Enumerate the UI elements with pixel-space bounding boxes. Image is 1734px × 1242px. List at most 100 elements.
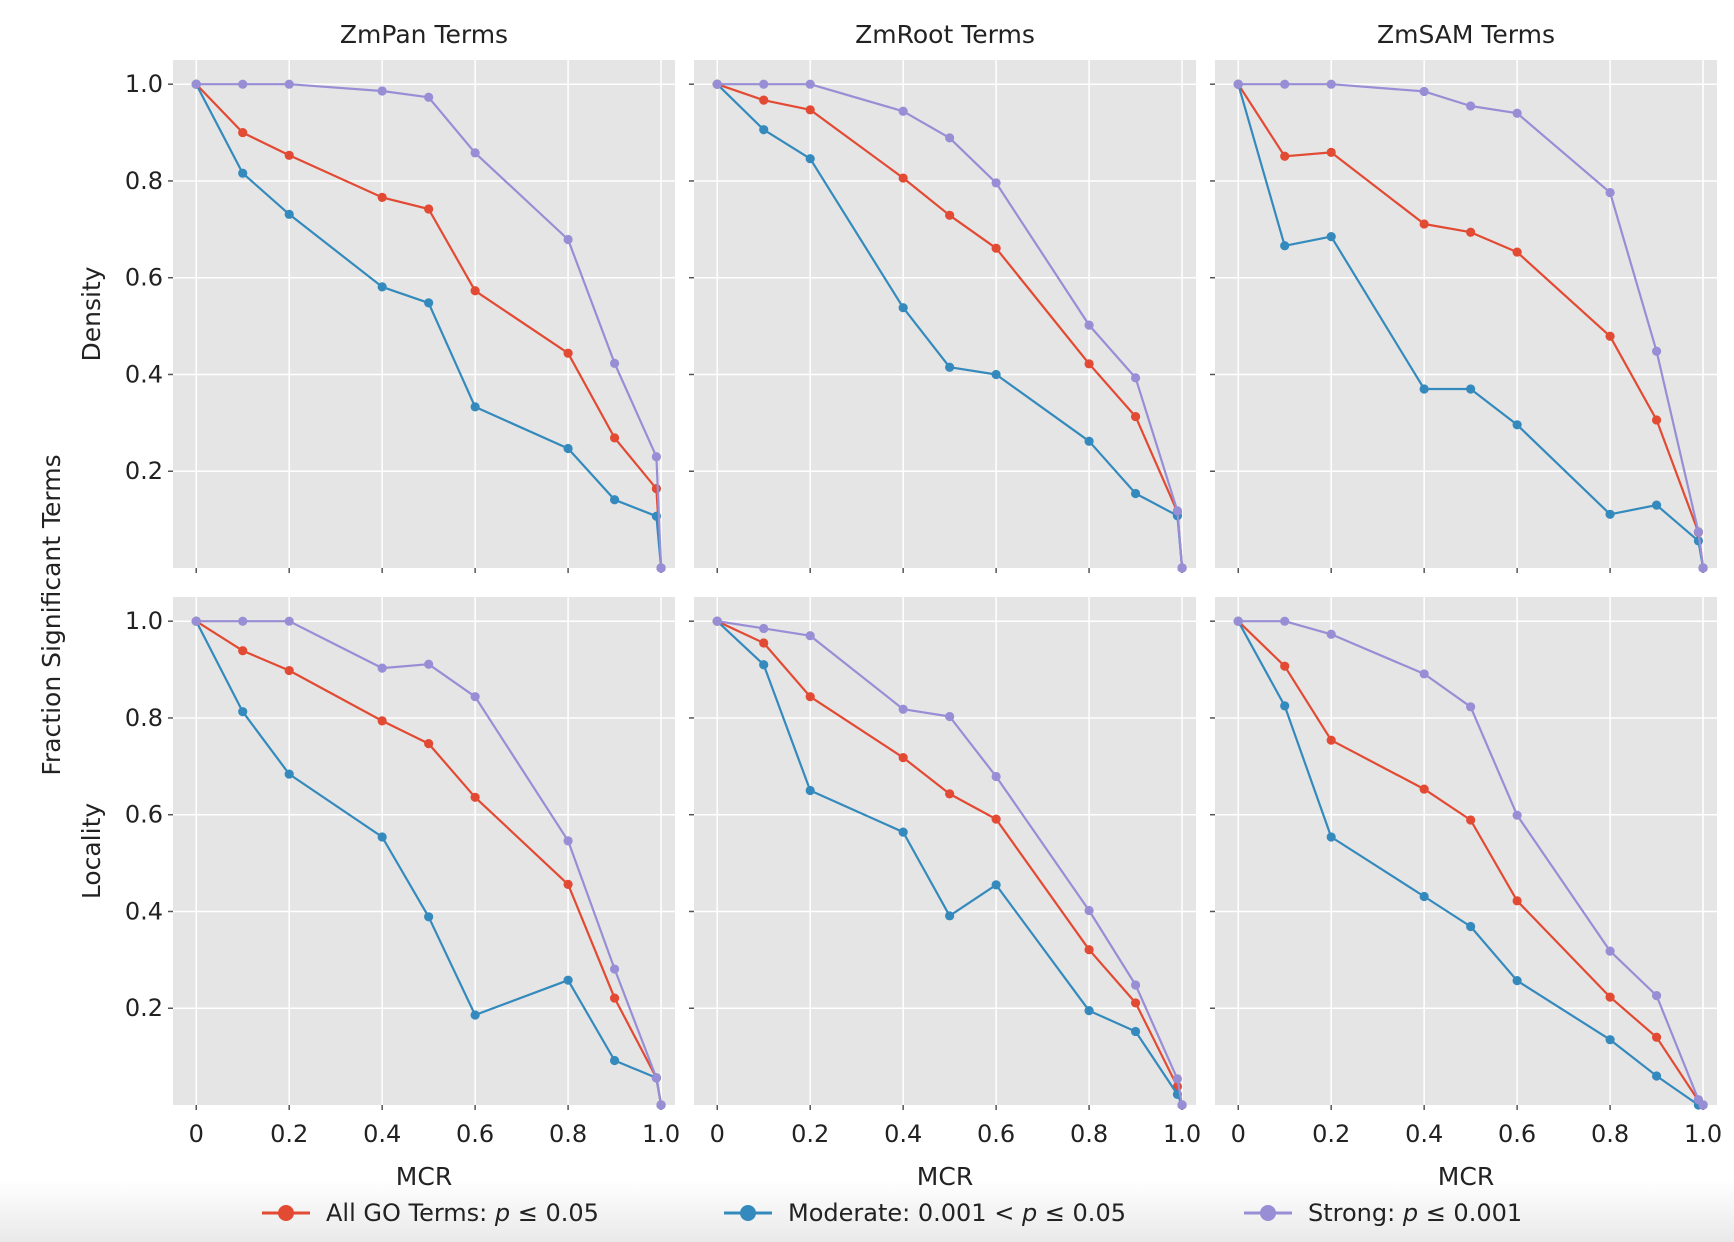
series-strong	[191, 79, 666, 573]
data-point-strong	[1233, 616, 1243, 626]
data-point-moderate	[563, 975, 573, 985]
data-point-strong	[377, 663, 387, 673]
y-tick-label: 0.6	[125, 801, 163, 829]
legend-item-all: All GO Terms: p ≤ 0.05	[262, 1199, 599, 1227]
data-point-strong	[1651, 991, 1662, 1001]
data-point-all	[470, 792, 480, 802]
data-point-all	[1651, 415, 1662, 425]
legend-label-suffix: ≤ 0.05	[510, 1199, 599, 1227]
data-point-all	[759, 638, 769, 648]
data-point-strong	[470, 692, 480, 702]
data-point-moderate	[991, 880, 1001, 890]
panel-locality-zmpan-terms: 0 0.2 0.4 0.6 0.8 1.0 0.2 0.4 0.6 0.8 1.0 Locality M…	[77, 597, 680, 1191]
data-point-strong	[1698, 1100, 1708, 1110]
data-point-all	[1466, 227, 1476, 237]
x-tick-label: 0.6	[1498, 1120, 1536, 1148]
series-line-strong	[196, 83, 663, 569]
data-point-moderate	[424, 298, 434, 308]
data-point-all	[1512, 247, 1522, 257]
y-tick-label: 1.0	[125, 607, 163, 635]
data-point-strong	[945, 711, 955, 722]
legend-item-moderate: Moderate: 0.001 < p ≤ 0.05	[724, 1199, 1126, 1227]
legend-marker	[740, 1205, 756, 1221]
legend-label: Moderate: 0.001 < p ≤ 0.05	[788, 1199, 1126, 1227]
panel-locality-zmroot-terms: 0 0.2 0.4 0.6 0.8 1.0 MCR	[689, 597, 1201, 1191]
data-point-strong	[712, 79, 722, 89]
data-point-moderate	[609, 495, 620, 505]
data-point-strong	[1280, 79, 1290, 89]
data-point-all	[424, 738, 434, 749]
data-point-moderate	[563, 443, 573, 454]
y-tick-label: 0.4	[125, 360, 163, 388]
data-point-all	[898, 173, 908, 183]
figure-y-label: Fraction Significant Terms	[37, 454, 66, 775]
data-point-all	[238, 127, 248, 138]
data-point-all	[424, 204, 434, 214]
series-strong	[712, 616, 1187, 1110]
data-point-all	[284, 150, 294, 160]
data-point-all	[609, 993, 620, 1003]
series-line-all	[1237, 83, 1705, 569]
series-line-strong	[1238, 620, 1704, 1106]
data-point-moderate	[1605, 1035, 1615, 1045]
data-point-strong	[563, 836, 573, 846]
y-tick-label: 0.8	[125, 704, 163, 732]
data-point-strong	[424, 659, 434, 669]
data-point-strong	[1326, 79, 1336, 89]
data-point-moderate	[805, 785, 815, 796]
data-point-strong	[656, 563, 666, 573]
data-point-all	[991, 814, 1001, 824]
plot-background	[694, 60, 1196, 568]
data-point-all	[1512, 896, 1522, 906]
x-tick-label: 0.4	[363, 1120, 401, 1148]
data-point-strong	[1177, 1100, 1187, 1110]
data-point-moderate	[1326, 832, 1336, 842]
series-line-all	[716, 620, 1184, 1106]
x-tick-label: 0.8	[549, 1120, 587, 1148]
series-line-all	[195, 620, 663, 1106]
data-point-strong	[991, 178, 1001, 188]
data-point-strong	[656, 1100, 666, 1110]
data-point-strong	[898, 704, 908, 714]
data-point-strong	[1605, 946, 1615, 956]
data-point-strong	[805, 631, 815, 641]
data-point-all	[945, 789, 955, 799]
data-point-strong	[712, 616, 722, 626]
legend: All GO Terms: p ≤ 0.05 Moderate: 0.001 < …	[262, 1199, 1522, 1227]
series-strong	[1233, 616, 1708, 1110]
plot-background	[173, 597, 675, 1105]
data-point-strong	[1172, 1074, 1183, 1084]
series-line-all	[195, 83, 663, 569]
data-point-all	[1651, 1032, 1662, 1042]
data-point-strong	[1605, 187, 1615, 198]
data-point-strong	[377, 86, 387, 96]
data-point-all	[991, 243, 1001, 253]
legend-label-variable: p	[494, 1199, 510, 1227]
data-point-moderate	[805, 154, 815, 164]
series-line-all	[1237, 620, 1704, 1106]
data-point-moderate	[1084, 1006, 1094, 1016]
data-point-all	[238, 646, 248, 656]
series-line-strong	[717, 620, 1184, 1106]
panel-title: ZmSAM Terms	[1377, 20, 1555, 49]
x-tick-label: 0.2	[791, 1120, 829, 1148]
data-point-moderate	[1084, 436, 1094, 446]
data-point-all	[898, 753, 908, 763]
data-point-all	[1084, 945, 1094, 955]
data-point-all	[1280, 151, 1290, 161]
data-point-moderate	[1419, 891, 1429, 902]
legend-label: Strong: p ≤ 0.001	[1308, 1199, 1522, 1227]
data-point-moderate	[1130, 1026, 1141, 1037]
panel-density-zmpan-terms: 0.2 0.4 0.6 0.8 1.0 ZmPan Terms Density	[77, 20, 675, 573]
x-axis-label: MCR	[1438, 1162, 1494, 1191]
panel-density-zmroot-terms: ZmRoot Terms	[689, 20, 1196, 573]
plot-background	[1215, 597, 1717, 1105]
data-point-strong	[651, 1073, 662, 1083]
data-point-moderate	[284, 769, 294, 779]
data-point-all	[759, 95, 769, 105]
x-axis-label: MCR	[396, 1162, 452, 1191]
data-point-all	[1326, 147, 1336, 158]
x-tick-label: 1.0	[1684, 1120, 1722, 1148]
data-point-all	[1130, 411, 1141, 422]
row-label: Locality	[77, 803, 106, 900]
